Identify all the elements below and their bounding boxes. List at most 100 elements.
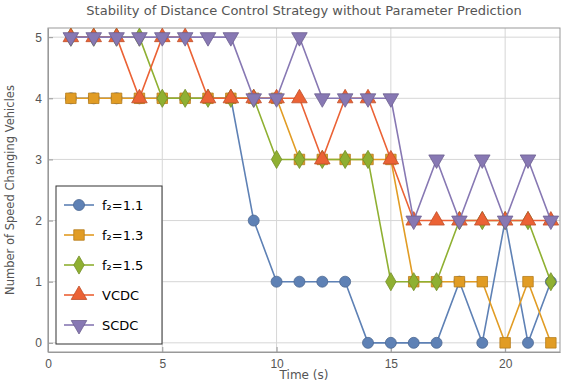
- y-tick: 5: [35, 31, 53, 45]
- series-marker: [383, 94, 399, 107]
- series-marker: [408, 337, 419, 348]
- y-tick-label: 2: [35, 214, 42, 228]
- chart: 05101520012345f₂=1.1f₂=1.3f₂=1.5VCDCSCDC…: [0, 0, 568, 382]
- plot-frame: [48, 28, 560, 352]
- series-marker: [109, 33, 125, 46]
- y-tick-label: 5: [35, 31, 42, 45]
- x-tick-label: 20: [499, 357, 513, 371]
- series-marker: [429, 212, 445, 225]
- legend-marker: [71, 321, 87, 334]
- series-marker: [520, 212, 536, 225]
- legend-marker: [74, 256, 84, 274]
- grid-line-x: [505, 28, 506, 352]
- series-marker: [497, 216, 513, 229]
- series-marker: [520, 155, 536, 168]
- series-marker: [523, 337, 534, 348]
- series-marker: [546, 273, 556, 291]
- series-marker: [317, 276, 328, 287]
- legend-marker: [74, 230, 84, 240]
- x-tick: 15: [385, 347, 399, 371]
- series-marker: [431, 337, 442, 348]
- series-marker: [111, 93, 121, 103]
- series-marker: [294, 150, 304, 168]
- series-marker: [223, 33, 239, 46]
- series-marker: [111, 93, 122, 104]
- y-tick-label: 3: [35, 153, 42, 167]
- series-marker: [246, 94, 262, 107]
- series-marker: [200, 89, 216, 102]
- series-marker: [363, 150, 373, 168]
- grid-line-x: [390, 28, 391, 352]
- chart-title: Stability of Distance Control Strategy w…: [86, 3, 521, 18]
- series-marker: [385, 337, 396, 348]
- series-marker: [154, 33, 170, 46]
- series-marker: [180, 89, 190, 107]
- y-tick: 3: [35, 153, 53, 167]
- x-tick: 5: [159, 347, 166, 371]
- series-marker: [474, 155, 490, 168]
- series-marker: [454, 276, 465, 287]
- series-marker: [65, 93, 76, 104]
- x-tick-label: 15: [385, 357, 399, 371]
- series-marker: [360, 94, 376, 107]
- series-marker: [408, 273, 418, 291]
- y-tick-label: 1: [35, 275, 42, 289]
- x-tick-mark: [162, 347, 163, 352]
- y-tick-mark: [48, 37, 53, 38]
- series-marker: [66, 93, 76, 103]
- series-marker: [271, 150, 281, 168]
- series-marker: [314, 150, 330, 163]
- y-axis: 0 1 2 3 4 5: [35, 29, 53, 353]
- series-marker: [292, 33, 308, 46]
- x-tick: 20: [499, 347, 513, 371]
- series-marker: [294, 276, 305, 287]
- grid: [48, 28, 560, 352]
- series-marker: [543, 216, 559, 229]
- x-axis-line: [49, 352, 561, 353]
- y-tick-mark: [48, 98, 53, 99]
- y-tick-mark: [48, 221, 53, 222]
- legend-marker: [71, 286, 87, 299]
- series-marker: [86, 33, 102, 46]
- legend-label: f₂=1.5: [102, 258, 143, 273]
- series-marker: [523, 276, 533, 286]
- y-tick: 4: [35, 92, 53, 106]
- series-marker: [477, 337, 488, 348]
- y-tick: 1: [35, 275, 53, 289]
- y-tick-label: 0: [35, 336, 42, 350]
- series-marker: [383, 150, 399, 163]
- series-marker: [200, 33, 216, 46]
- y-axis-line: [48, 29, 49, 353]
- legend: f₂=1.1 f₂=1.3 f₂=1.5 VCDC SCDC: [56, 186, 162, 344]
- series-marker: [431, 273, 441, 291]
- grid-line-x: [276, 28, 277, 352]
- y-tick: 0: [35, 336, 53, 350]
- series-marker: [63, 33, 79, 46]
- x-tick-label: 0: [45, 357, 52, 371]
- series-marker: [269, 94, 285, 107]
- series-marker: [271, 276, 282, 287]
- series-marker: [363, 337, 374, 348]
- legend-label: VCDC: [102, 288, 139, 303]
- y-tick-mark: [48, 343, 53, 344]
- legend-label: f₂=1.3: [102, 228, 143, 243]
- series-marker: [340, 276, 351, 287]
- series-marker: [477, 276, 487, 286]
- y-tick: 2: [35, 214, 53, 228]
- x-axis-title: Time (s): [279, 368, 329, 382]
- y-tick-label: 4: [35, 92, 42, 106]
- series-marker: [132, 33, 148, 46]
- legend-label: f₂=1.1: [102, 198, 143, 213]
- series-marker: [88, 93, 99, 104]
- series-marker: [177, 33, 193, 46]
- series-marker: [157, 89, 167, 107]
- series-marker: [132, 89, 148, 102]
- series-marker: [452, 216, 468, 229]
- series-marker: [223, 89, 239, 102]
- y-tick-mark: [48, 159, 53, 160]
- y-tick-mark: [48, 282, 53, 283]
- series-marker: [386, 273, 396, 291]
- series-marker: [454, 276, 464, 286]
- series-marker: [292, 89, 308, 102]
- legend-label: SCDC: [102, 318, 138, 333]
